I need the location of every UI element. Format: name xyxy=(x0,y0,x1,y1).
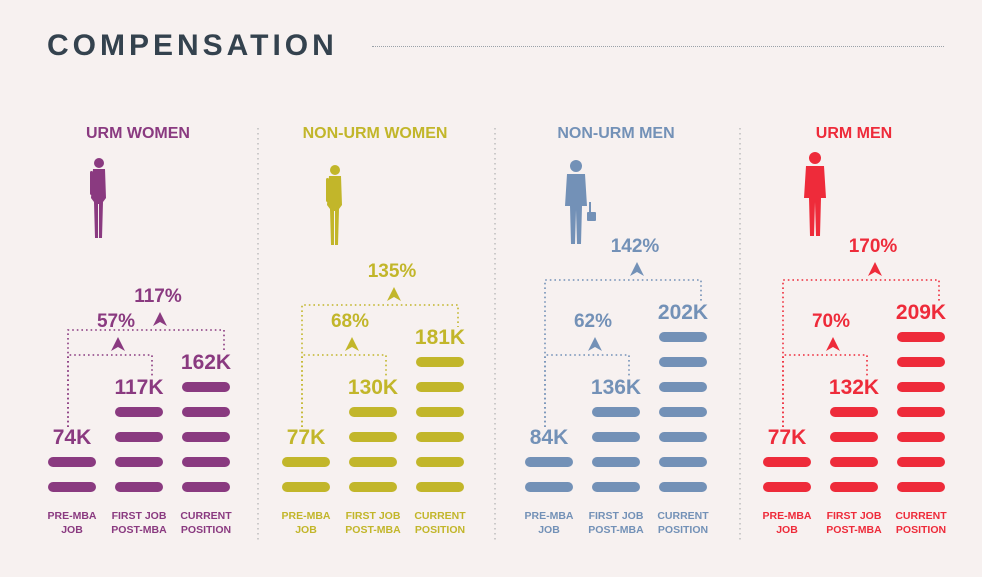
data-label: 117K xyxy=(114,376,163,399)
data-label: 84K xyxy=(530,426,569,449)
category-label: PRE-MBA xyxy=(763,510,812,522)
connector-line xyxy=(67,329,225,427)
category-label: JOB xyxy=(776,524,798,536)
woman-figure-icon xyxy=(90,158,106,238)
title-divider xyxy=(372,46,944,47)
bar xyxy=(182,382,230,492)
series-title: NON-URM WOMEN xyxy=(303,125,448,142)
series-title: URM WOMEN xyxy=(86,125,190,142)
bar xyxy=(349,407,397,492)
data-label: 202K xyxy=(658,301,708,324)
data-label: 132K xyxy=(829,376,879,399)
increase-label: 57% xyxy=(97,311,135,332)
bar xyxy=(48,457,96,492)
category-label: POST-MBA xyxy=(588,524,644,536)
category-label: POSITION xyxy=(415,524,465,536)
arrow-up-icon xyxy=(588,337,602,351)
bar xyxy=(763,457,811,492)
bar xyxy=(416,357,464,492)
connector-line xyxy=(67,354,153,427)
data-label: 162K xyxy=(181,351,231,374)
category-label: POSITION xyxy=(658,524,708,536)
data-label: 209K xyxy=(896,301,946,324)
increase-label: 62% xyxy=(574,311,612,332)
data-label: 77K xyxy=(287,426,326,449)
category-label: FIRST JOB xyxy=(827,510,882,522)
arrow-up-icon xyxy=(868,262,882,276)
connector-line xyxy=(301,354,387,427)
connector-line xyxy=(544,279,702,427)
page-title: COMPENSATION xyxy=(47,29,338,62)
series-title: NON-URM MEN xyxy=(557,125,674,142)
arrow-up-icon xyxy=(153,312,167,326)
category-label: FIRST JOB xyxy=(589,510,644,522)
category-label: PRE-MBA xyxy=(282,510,331,522)
arrow-up-icon xyxy=(111,337,125,351)
bar xyxy=(830,407,878,492)
man-figure-icon xyxy=(804,152,826,236)
category-label: CURRENT xyxy=(657,510,709,522)
increase-label: 142% xyxy=(611,236,660,257)
bar xyxy=(525,457,573,492)
bar xyxy=(659,332,707,492)
increase-label: 70% xyxy=(812,311,850,332)
bar xyxy=(592,407,640,492)
category-label: JOB xyxy=(61,524,83,536)
category-label: CURRENT xyxy=(414,510,466,522)
category-label: PRE-MBA xyxy=(525,510,574,522)
data-label: 77K xyxy=(768,426,807,449)
arrow-up-icon xyxy=(826,337,840,351)
connector-line xyxy=(782,354,868,427)
category-label: POST-MBA xyxy=(345,524,401,536)
category-label: CURRENT xyxy=(180,510,232,522)
category-label: JOB xyxy=(538,524,560,536)
bar xyxy=(282,457,330,492)
category-label: PRE-MBA xyxy=(48,510,97,522)
arrow-up-icon xyxy=(387,287,401,301)
data-label: 130K xyxy=(348,376,398,399)
bar xyxy=(115,407,163,492)
category-label: CURRENT xyxy=(895,510,947,522)
arrow-up-icon xyxy=(630,262,644,276)
bar xyxy=(897,332,945,492)
category-label: FIRST JOB xyxy=(346,510,401,522)
data-label: 74K xyxy=(53,426,92,449)
category-label: POST-MBA xyxy=(826,524,882,536)
woman-figure-icon xyxy=(326,165,342,245)
connector-line xyxy=(301,304,459,427)
category-label: JOB xyxy=(295,524,317,536)
connector-line xyxy=(544,354,630,427)
data-label: 136K xyxy=(591,376,641,399)
arrow-up-icon xyxy=(345,337,359,351)
increase-label: 68% xyxy=(331,311,369,332)
data-label: 181K xyxy=(415,326,465,349)
category-label: POST-MBA xyxy=(111,524,167,536)
category-label: POSITION xyxy=(181,524,231,536)
category-label: FIRST JOB xyxy=(112,510,167,522)
series-title: URM MEN xyxy=(816,125,892,142)
businessman-figure-icon xyxy=(565,160,596,244)
increase-label: 117% xyxy=(134,286,182,307)
increase-label: 170% xyxy=(849,236,898,257)
increase-label: 135% xyxy=(368,261,417,282)
category-label: POSITION xyxy=(896,524,946,536)
connector-line xyxy=(782,279,940,427)
